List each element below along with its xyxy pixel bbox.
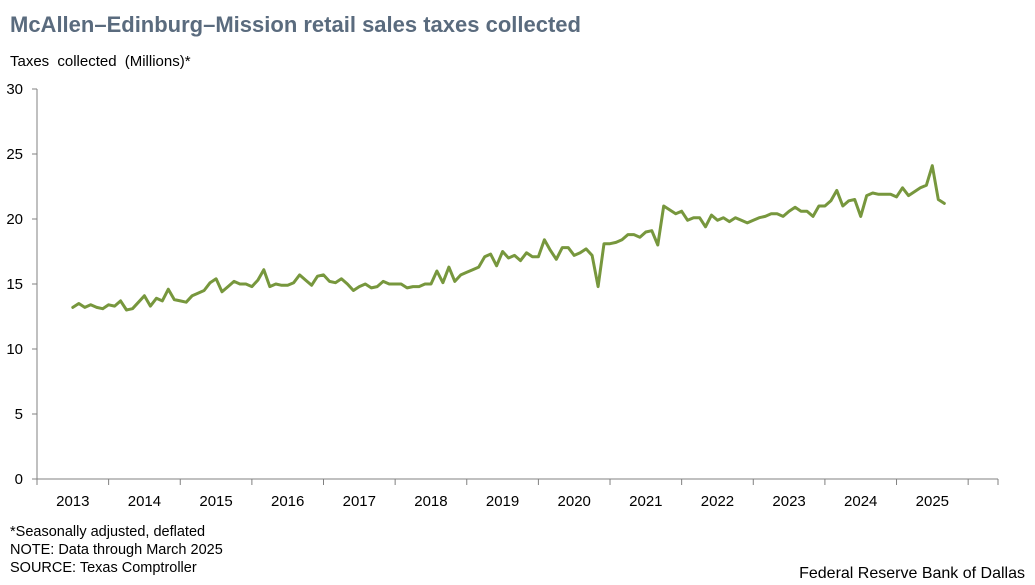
x-tick-label: 2018 (414, 493, 447, 510)
footnote-seasonal: *Seasonally adjusted, deflated (10, 524, 206, 540)
x-tick-label: 2013 (56, 493, 89, 510)
x-tick-label: 2019 (486, 493, 519, 510)
y-tick-label: 15 (6, 276, 23, 293)
x-tick-label: 2014 (128, 493, 161, 510)
y-tick-label: 10 (6, 341, 23, 358)
credit-text: Federal Reserve Bank of Dallas (799, 565, 1025, 582)
x-tick-label: 2021 (629, 493, 662, 510)
y-tick-label: 20 (6, 211, 23, 228)
x-tick-label: 2025 (916, 493, 949, 510)
x-tick-label: 2020 (558, 493, 591, 510)
x-tick-label: 2016 (271, 493, 304, 510)
x-tick-label: 2023 (772, 493, 805, 510)
x-tick-label: 2022 (701, 493, 734, 510)
y-tick-label: 5 (15, 406, 23, 423)
footnote-note: NOTE: Data through March 2025 (10, 542, 223, 558)
x-tick-label: 2024 (844, 493, 877, 510)
y-tick-label: 25 (6, 146, 23, 163)
x-tick-label: 2017 (343, 493, 376, 510)
x-tick-label: 2015 (199, 493, 232, 510)
y-tick-label: 0 (15, 471, 23, 488)
y-axis-label: Taxes collected (Millions)* (10, 53, 191, 70)
footnotes: *Seasonally adjusted, deflated NOTE: Dat… (10, 523, 223, 577)
y-tick-label: 30 (6, 81, 23, 98)
series-line (71, 164, 946, 312)
chart-title: McAllen–Edinburg–Mission retail sales ta… (10, 12, 581, 37)
footnote-source: SOURCE: Texas Comptroller (10, 560, 197, 576)
